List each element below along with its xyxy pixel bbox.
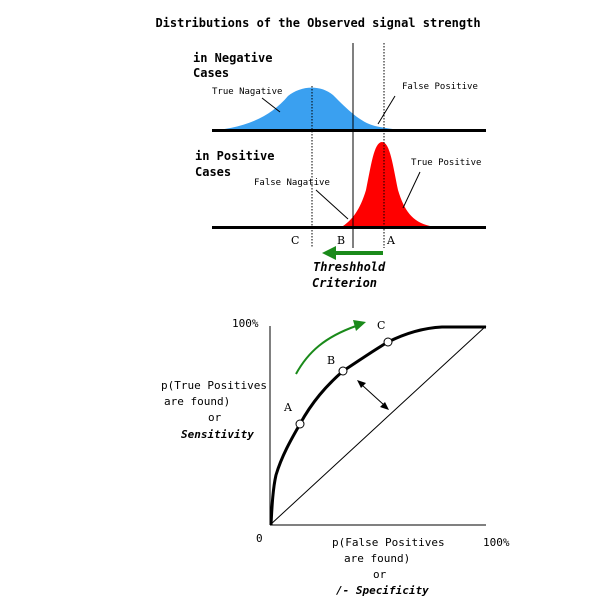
threshold-label-line1: Threshhold <box>313 260 386 274</box>
roc-x-label-line4: /- Specificity <box>336 584 429 597</box>
true-negative-label: True Nagative <box>212 87 282 97</box>
roc-green-arrow-head <box>353 320 366 331</box>
true-negative-pointer <box>261 97 281 113</box>
positive-heading-line2: Cases <box>195 165 231 179</box>
roc-point-c-label: C <box>377 319 385 332</box>
diagram-title: Distributions of the Observed signal str… <box>155 16 480 30</box>
threshold-marker-a: A <box>386 234 396 247</box>
threshold-label-line2: Criterion <box>312 276 377 290</box>
roc-point-a-label: A <box>283 401 293 414</box>
true-positive-label: True Positive <box>411 158 481 168</box>
roc-curve <box>269 325 486 526</box>
roc-x-label-line1: p(False Positives <box>332 536 445 549</box>
roc-y-label-line4: Sensitivity <box>181 428 254 441</box>
roc-distance-arrow-head-upper <box>357 380 366 388</box>
roc-y-label-line3: or <box>208 411 222 424</box>
roc-distance-arrow <box>361 384 385 406</box>
negative-cases-panel: in Negative Cases True Nagative False Po… <box>193 51 486 132</box>
threshold-marker-c: C <box>291 234 299 247</box>
roc-point-a <box>295 419 305 429</box>
positive-heading-line1: in Positive <box>195 149 274 163</box>
threshold-arrow-head <box>322 246 336 260</box>
roc-green-arrow <box>295 325 357 375</box>
false-negative-pointer <box>315 189 349 220</box>
roc-x-label-line3: or <box>373 568 387 581</box>
roc-panel: A B C 100% p(True Positives are found) o… <box>161 317 510 597</box>
threshold-lines: C B A <box>291 43 396 248</box>
roc-y-label-line1: p(True Positives <box>161 379 267 392</box>
false-positive-pointer <box>377 95 396 125</box>
roc-point-c <box>383 337 393 347</box>
false-negative-label: False Nagative <box>254 178 330 188</box>
roc-diagonal-line <box>269 325 487 526</box>
negative-heading-line2: Cases <box>193 66 229 80</box>
roc-point-b <box>338 366 348 376</box>
roc-point-b-label: B <box>327 354 335 367</box>
roc-distance-arrow-head-lower <box>380 402 389 410</box>
threshold-marker-b: B <box>337 234 345 247</box>
roc-origin-label: 0 <box>256 532 263 545</box>
roc-y-label-line2: are found) <box>164 395 230 408</box>
negative-distribution-curve <box>218 87 412 130</box>
roc-y-top-label: 100% <box>232 317 259 330</box>
positive-cases-panel: in Positive Cases False Nagative True Po… <box>195 142 486 229</box>
roc-x-label-line2: are found) <box>344 552 410 565</box>
false-positive-label: False Positive <box>402 82 478 92</box>
true-positive-pointer <box>402 171 421 209</box>
threshold-arrow <box>322 246 383 260</box>
positive-distribution-curve <box>343 142 430 226</box>
roc-x-right-label: 100% <box>483 536 510 549</box>
negative-heading-line1: in Negative <box>193 51 272 65</box>
